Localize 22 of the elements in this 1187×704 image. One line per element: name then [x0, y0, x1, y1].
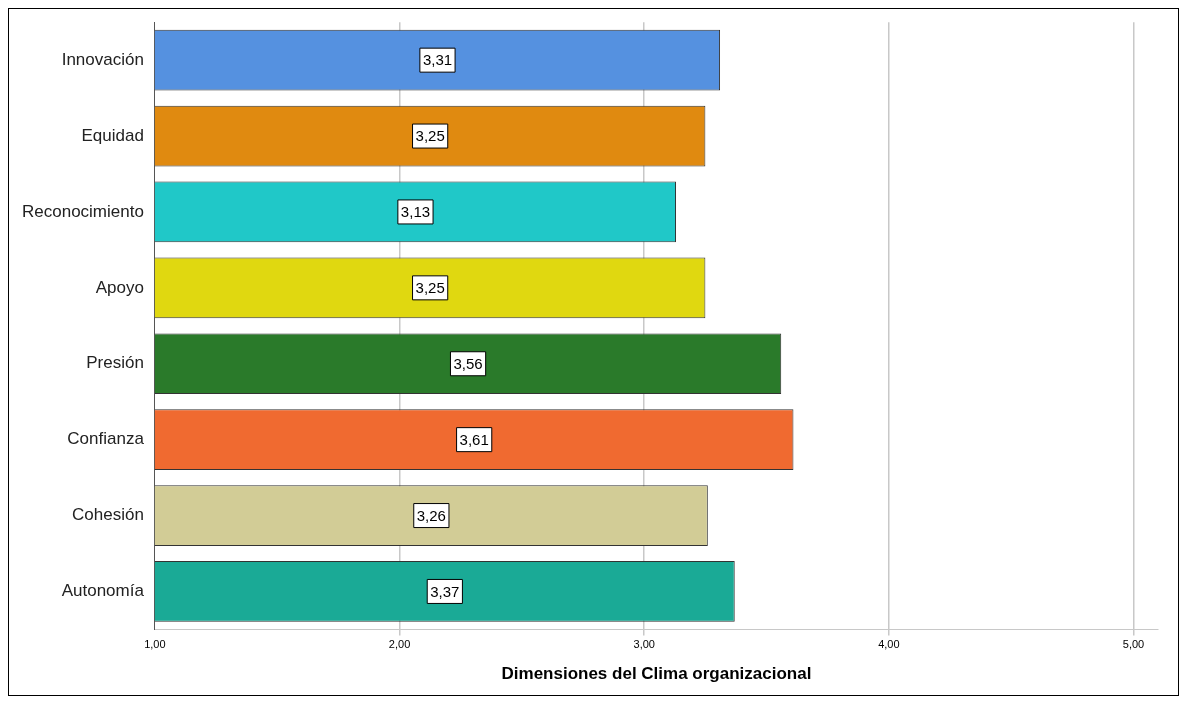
data-label: 3,25 — [415, 278, 445, 296]
y-tick-label: Equidad — [81, 125, 144, 145]
x-axis-title: Dimensiones del Clima organizacional — [501, 664, 812, 684]
x-tick-label: 2,00 — [388, 638, 411, 651]
y-tick-label: Apoyo — [95, 277, 144, 297]
y-tick-label: Autonomía — [61, 581, 145, 601]
data-label: 3,61 — [459, 430, 489, 448]
y-tick-label: Reconocimiento — [21, 201, 144, 221]
x-tick-label: 1,00 — [144, 638, 166, 651]
data-label: 3,25 — [415, 127, 445, 145]
x-tick-label: 4,00 — [878, 638, 900, 651]
x-tick-label: 5,00 — [1122, 638, 1145, 651]
data-label: 3,26 — [416, 506, 446, 524]
data-label: 3,13 — [400, 203, 431, 221]
y-tick-label: Presión — [86, 353, 144, 373]
y-tick-label: Innovación — [61, 49, 144, 69]
data-label: 3,31 — [422, 51, 453, 69]
y-tick-label: Cohesión — [72, 505, 144, 525]
x-tick-label: 3,00 — [633, 638, 655, 651]
data-label: 3,56 — [453, 354, 483, 372]
y-tick-label: Confianza — [67, 429, 145, 449]
data-label: 3,37 — [430, 582, 460, 600]
